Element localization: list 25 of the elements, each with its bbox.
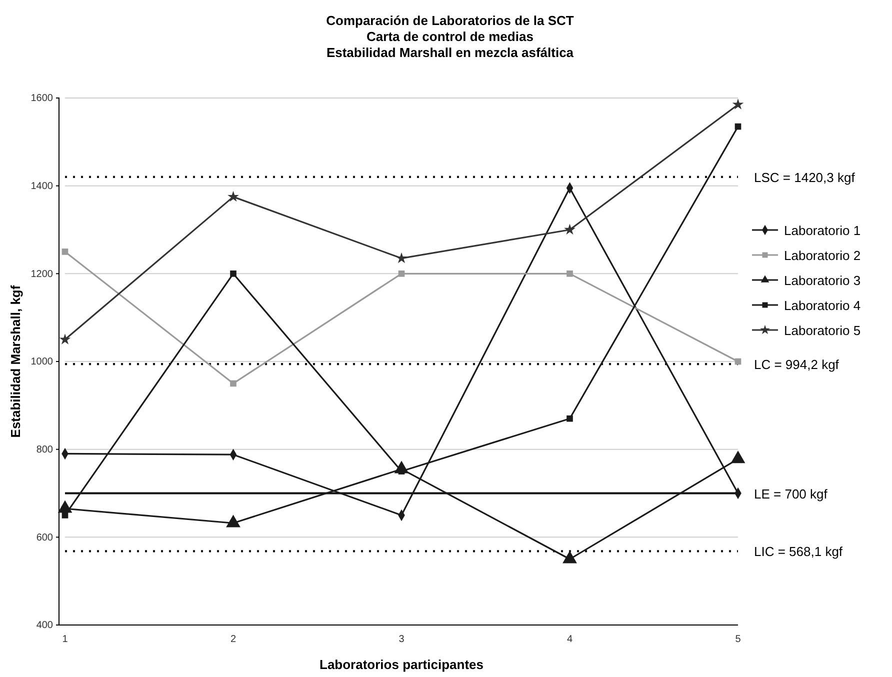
y-tick-label: 1400 (30, 181, 54, 192)
x-axis-title: Laboratorios participantes (320, 657, 484, 672)
ref-line-label: LSC = 1420,3 kgf (754, 170, 856, 185)
y-tick-label: 800 (36, 444, 54, 456)
chart-title: Comparación de Laboratorios de la SCT (326, 13, 574, 28)
legend-label: Laboratorio 4 (784, 298, 861, 313)
y-tick-label: 1000 (30, 356, 54, 368)
legend-label: Laboratorio 5 (784, 323, 861, 338)
chart-subtitle: Carta de control de medias Estabilidad Marshall en mezcla asfáltica (326, 29, 574, 60)
y-tick-label: 600 (36, 532, 54, 544)
legend-label: Laboratorio 3 (784, 273, 861, 288)
ref-line-label: LE = 700 kgf (754, 486, 828, 502)
x-tick-label: 1 (62, 634, 68, 646)
y-tick-label: 1200 (30, 268, 54, 280)
x-tick-label: 2 (230, 634, 236, 646)
x-tick-label: 4 (566, 634, 573, 646)
x-tick-label: 3 (398, 634, 405, 646)
legend-label: Laboratorio 1 (784, 223, 861, 238)
legend-label: Laboratorio 2 (784, 248, 861, 263)
ref-line-label: LC = 994,2 kgf (754, 357, 840, 372)
y-axis-title: Estabilidad Marshall, kgf (8, 284, 23, 438)
y-tick-label: 400 (36, 620, 54, 632)
ref-line-label: LIC = 568,1 kgf (754, 544, 843, 560)
x-tick-label: 5 (735, 634, 742, 646)
y-tick-label: 1600 (30, 93, 54, 104)
